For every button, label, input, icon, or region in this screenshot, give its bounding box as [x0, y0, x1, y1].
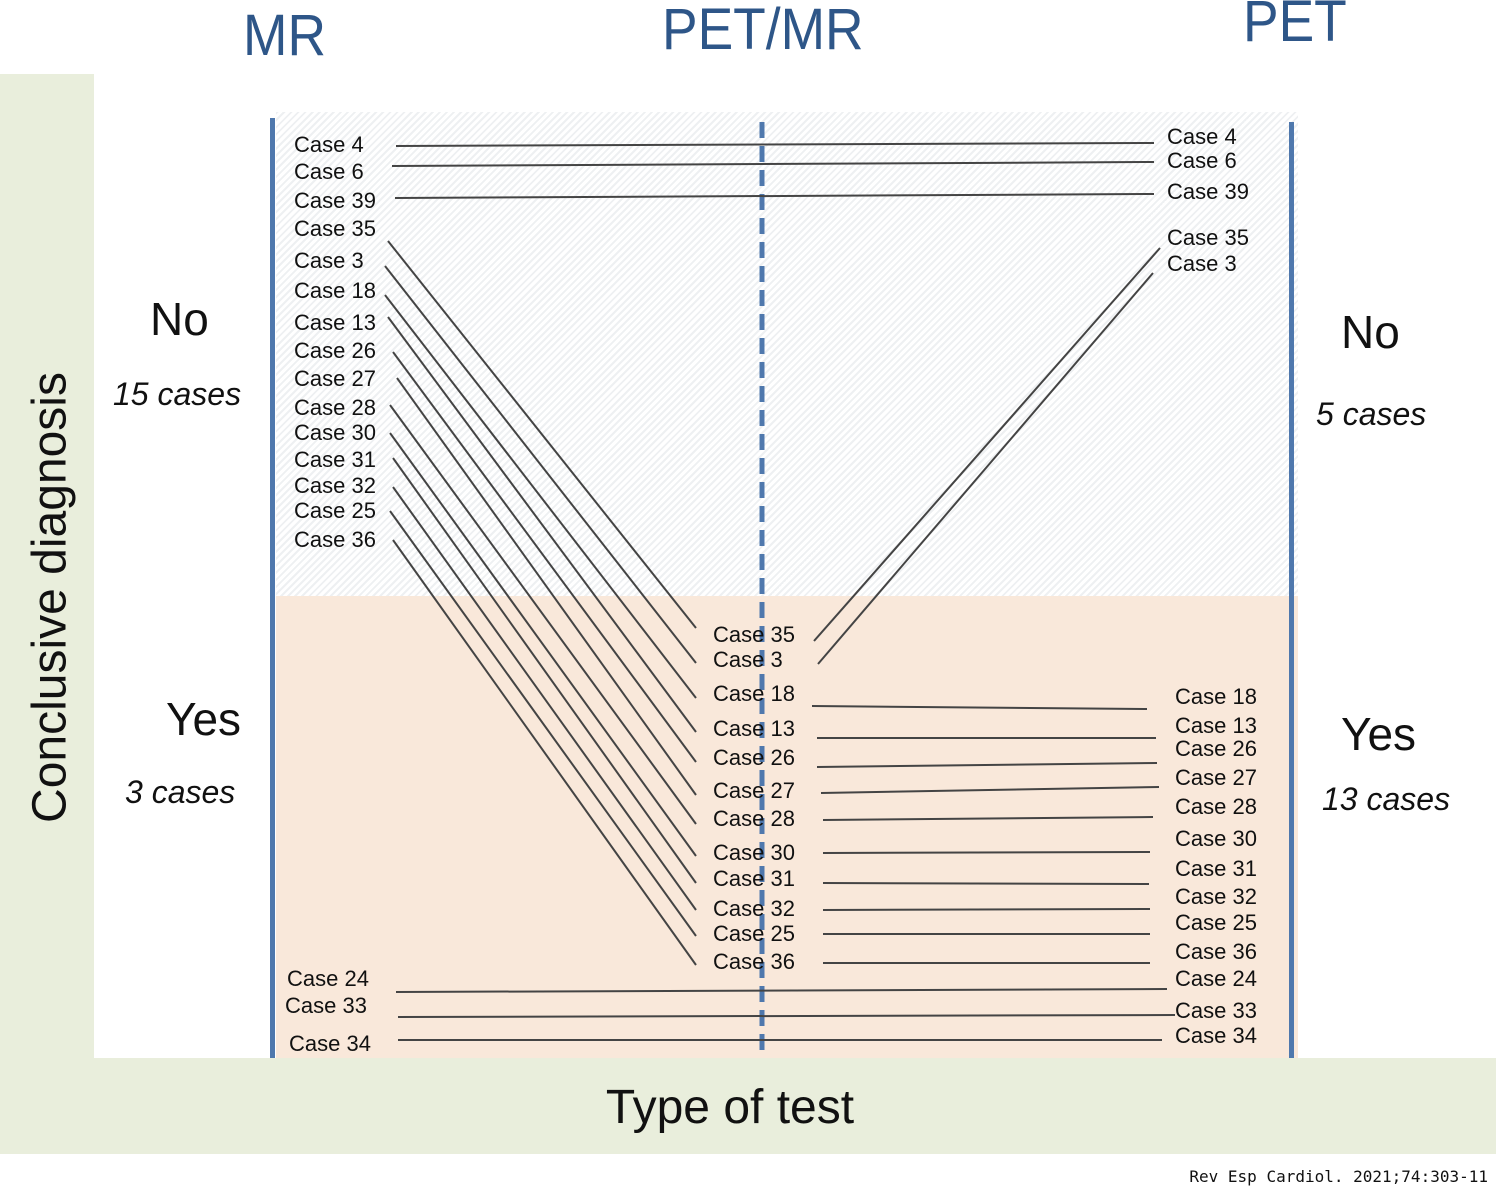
pet-case-label: Case 18 [1175, 684, 1257, 709]
pet-case-label: Case 4 [1167, 124, 1237, 149]
pet-yes-label: Yes [1341, 708, 1417, 760]
column-title-pet: PET [1243, 0, 1347, 54]
pet-case-label: Case 28 [1175, 794, 1257, 819]
mr-case-label: Case 27 [294, 366, 376, 391]
pet-case-label: Case 30 [1175, 826, 1257, 851]
mr-case-label: Case 32 [294, 473, 376, 498]
mr-case-label: Case 6 [294, 159, 364, 184]
mr-case-label: Case 30 [294, 420, 376, 445]
pet-case-label: Case 35 [1167, 225, 1249, 250]
mr-yes-label: Yes [166, 693, 242, 745]
mr-axis-line [270, 118, 275, 1058]
mr-case-label: Case 34 [289, 1031, 371, 1056]
mr-case-label: Case 3 [294, 248, 364, 273]
column-title-mr: MR [243, 3, 326, 68]
mr-case-label: Case 4 [294, 132, 364, 157]
pet-axis-line [1289, 122, 1294, 1058]
pet-no-count: 5 cases [1316, 396, 1427, 432]
mr-case-label: Case 25 [294, 498, 376, 523]
mr-case-label: Case 31 [294, 447, 376, 472]
no-diagnosis-zone [276, 112, 1298, 596]
mr-yes-count: 3 cases [125, 774, 236, 810]
mr-no-count: 15 cases [113, 376, 242, 412]
mr-case-label: Case 24 [287, 966, 369, 991]
mr-case-label: Case 18 [294, 278, 376, 303]
mr-case-label: Case 35 [294, 216, 376, 241]
yes-diagnosis-zone [276, 596, 1298, 1058]
petmr-case-label: Case 36 [713, 949, 795, 974]
pet-case-label: Case 24 [1175, 966, 1257, 991]
mr-case-label: Case 33 [285, 993, 367, 1018]
petmr-case-label: Case 26 [713, 745, 795, 770]
mr-case-label: Case 39 [294, 188, 376, 213]
y-axis-band [0, 74, 94, 1154]
x-axis-band [0, 1058, 1496, 1154]
petmr-case-label: Case 35 [713, 622, 795, 647]
column-title-petmr: PET/MR [662, 0, 864, 62]
petmr-case-label: Case 31 [713, 866, 795, 891]
pet-yes-count: 13 cases [1322, 781, 1451, 817]
pet-case-label: Case 39 [1167, 179, 1249, 204]
mr-case-label: Case 26 [294, 338, 376, 363]
pet-case-label: Case 13 [1175, 713, 1257, 738]
petmr-case-label: Case 27 [713, 778, 795, 803]
pet-case-label: Case 27 [1175, 765, 1257, 790]
pet-no-label: No [1341, 306, 1400, 358]
petmr-case-label: Case 25 [713, 921, 795, 946]
petmr-case-label: Case 30 [713, 840, 795, 865]
pet-case-label: Case 33 [1175, 998, 1257, 1023]
pet-case-label: Case 34 [1175, 1023, 1257, 1048]
pet-case-label: Case 26 [1175, 736, 1257, 761]
mr-case-label: Case 36 [294, 527, 376, 552]
pet-case-label: Case 32 [1175, 884, 1257, 909]
mr-case-label: Case 13 [294, 310, 376, 335]
petmr-case-label: Case 18 [713, 681, 795, 706]
petmr-case-label: Case 3 [713, 647, 783, 672]
pet-case-label: Case 36 [1175, 939, 1257, 964]
pet-case-label: Case 25 [1175, 910, 1257, 935]
pet-case-label: Case 6 [1167, 148, 1237, 173]
x-axis-title: Type of test [605, 1081, 855, 1134]
citation: Rev Esp Cardiol. 2021;74:303-11 [1189, 1167, 1488, 1186]
mr-case-label: Case 28 [294, 395, 376, 420]
pet-case-label: Case 3 [1167, 251, 1237, 276]
mr-no-label: No [150, 293, 209, 345]
petmr-case-label: Case 28 [713, 806, 795, 831]
petmr-case-label: Case 32 [713, 896, 795, 921]
pet-case-label: Case 31 [1175, 856, 1257, 881]
petmr-case-label: Case 13 [713, 716, 795, 741]
